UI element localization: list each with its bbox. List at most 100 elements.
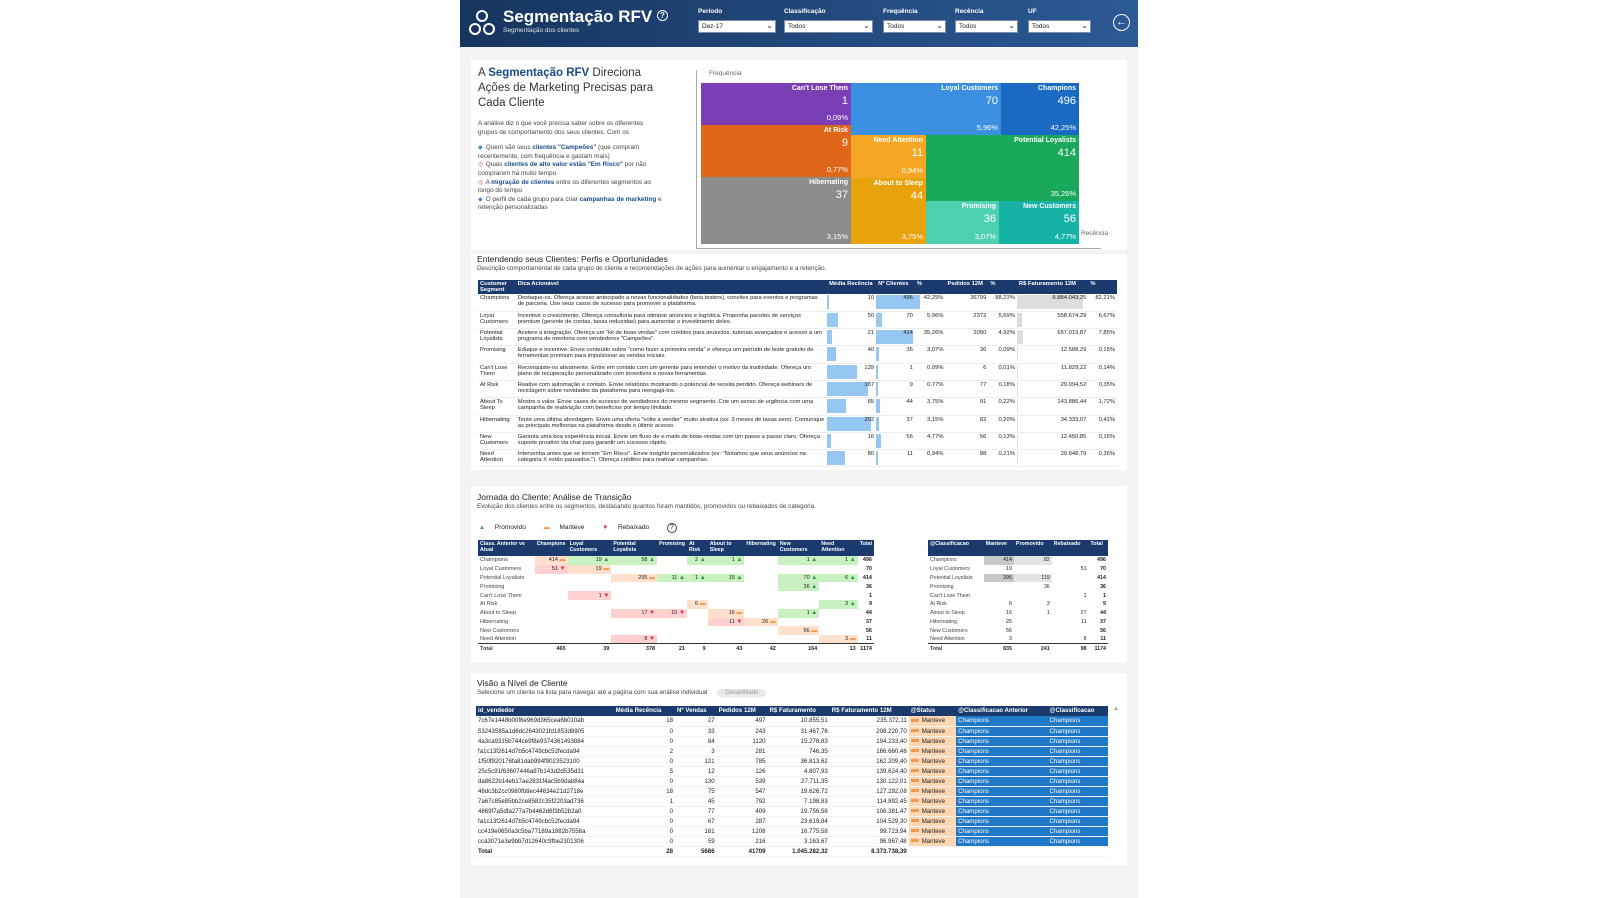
back-arrow-icon[interactable]: ← — [1113, 14, 1130, 31]
column-header[interactable]: Customer Segment — [478, 280, 516, 294]
frequencia-select[interactable]: Todos ⌄ — [883, 20, 946, 33]
classificacao-select[interactable]: Todos ⌄ — [784, 20, 873, 33]
column-header[interactable]: At Risk — [686, 540, 708, 556]
column-header[interactable]: Total — [1088, 540, 1108, 556]
client-row[interactable]: 25c5c91f63607446a97b143d2d535d31 5 12 126 4.… — [476, 766, 1108, 777]
table-row[interactable]: Need Attention Intervenha antes que se to… — [478, 449, 1117, 468]
column-header[interactable]: Nº Vendas — [675, 706, 717, 716]
desabilitado-button[interactable]: Desabilitado — [717, 689, 767, 697]
client-row[interactable]: cca3071e3e9bb7d12640c9fbe2301306 0 59 216 3.… — [476, 836, 1108, 847]
uf-select[interactable]: Todos ⌄ — [1028, 20, 1091, 33]
column-header[interactable]: R$ Faturamento 12M — [1016, 280, 1089, 294]
classification-row[interactable]: Champions 414 82 496 — [928, 556, 1108, 565]
classification-row[interactable]: Can't Lose Them 1 1 — [928, 591, 1108, 600]
client-row[interactable]: 4a3ca9315b744ce9f8e9374361493884 0 84 1120 1… — [476, 736, 1108, 747]
scroll-indicator-icon[interactable]: ▲ — [1113, 706, 1119, 712]
client-row[interactable]: 1f50f920176fa81dab994f9023523100 0 121 785 3… — [476, 756, 1108, 767]
column-header[interactable]: @Status — [908, 706, 957, 716]
matrix-row[interactable]: About to Sleep 17 ▼ 10 ▼ 16 ▬ 1 ▲ 44 — [478, 608, 874, 618]
client-row[interactable]: 4869f7a5dfa277a7b4462d6f3b52b2a0 0 77 409 19… — [476, 806, 1108, 817]
client-row[interactable]: 53243585a1d6dc2643021fd1853d8905 0 33 243 31… — [476, 726, 1108, 737]
column-header[interactable]: Manteve — [983, 540, 1014, 556]
column-header[interactable]: Pedidos 12M — [716, 706, 768, 716]
classification-row[interactable]: Loyal Customers 19 51 70 — [928, 565, 1108, 574]
column-header[interactable]: @Classificacao — [1047, 706, 1108, 716]
table-row[interactable]: Potential Loyalists Acelere a integração.… — [478, 328, 1117, 347]
column-header[interactable]: Promising — [657, 540, 687, 556]
classification-row[interactable]: Potential Loyalists 295 119 414 — [928, 573, 1108, 583]
treemap-cell[interactable]: Champions 496 42,25% — [1001, 83, 1079, 135]
column-header[interactable]: Média Recência — [827, 280, 877, 294]
treemap-cell[interactable]: Promising 36 3,07% — [926, 201, 999, 244]
table-row[interactable]: Promising Eduque e incentive. Envie conte… — [478, 345, 1117, 364]
classification-row[interactable]: Promising 36 36 — [928, 582, 1108, 591]
segment-count: 9 — [841, 137, 848, 149]
column-header[interactable]: Champions — [534, 540, 568, 556]
table-row[interactable]: Hibernating Tente uma última abordagem. E… — [478, 415, 1117, 433]
treemap-cell[interactable]: Loyal Customers 70 5,96% — [851, 83, 1001, 135]
client-row[interactable]: 46dc3b2cc0980fb8ec44634e21d2718e 18 75 547 1… — [476, 786, 1108, 797]
classification-row[interactable]: At Risk 6 3 9 — [928, 600, 1108, 609]
client-row[interactable]: 7a67c85e85bb2ce8582c35f2203ad736 1 45 792 7.… — [476, 796, 1108, 807]
column-header[interactable]: Rebaixado — [1051, 540, 1089, 556]
matrix-row[interactable]: Potential Loyalists 295 ▬ 11 ▲ 1 ▲ 15 ▲ 70 ▲ 6… — [478, 573, 874, 583]
column-header[interactable]: % — [988, 280, 1017, 294]
client-row[interactable]: fa1c13f2614d7b5c4749cbc52fecda94 0 67 287 23… — [476, 816, 1108, 827]
column-header[interactable]: id_vendedor — [476, 706, 614, 716]
column-header[interactable]: Total — [857, 540, 874, 556]
column-header[interactable]: % — [1088, 280, 1117, 294]
classification-row[interactable]: About to Sleep 16 1 27 44 — [928, 609, 1108, 618]
matrix-row[interactable]: Loyal Customers 51 ▼ 19 ▬ 70 — [478, 564, 874, 574]
column-header[interactable]: @Classificacao Anterior — [956, 706, 1048, 716]
column-header[interactable]: Pedidos 12M — [945, 280, 989, 294]
column-header[interactable]: About to Sleep — [707, 540, 745, 556]
column-header[interactable]: Promovido — [1013, 540, 1052, 556]
client-row[interactable]: fa1c13f2614d7b5c4749cbc52fecda94 2 3 281 746… — [476, 746, 1108, 757]
column-header[interactable]: Dica Acionável — [515, 280, 828, 294]
matrix-row[interactable]: Can't Lose Them 1 ▼ 1 — [478, 591, 874, 600]
classification-row[interactable]: New Customers 56 56 — [928, 626, 1108, 635]
column-header[interactable]: R$ Faturamento 12M — [829, 706, 909, 716]
column-header[interactable]: Class. Anterior vs Atual — [478, 540, 535, 556]
treemap-cell[interactable]: Can't Lose Them 1 0,09% — [701, 83, 851, 125]
column-header[interactable]: Hibernating — [744, 540, 778, 556]
classification-row[interactable]: Hibernating 26 11 37 — [928, 618, 1108, 627]
header-bar: Segmentação RFV Segmentação dos clientes… — [460, 0, 1138, 47]
treemap-cell[interactable]: About to Sleep 44 3,75% — [851, 178, 926, 244]
column-header[interactable]: New Customers — [777, 540, 820, 556]
matrix-row[interactable]: Hibernating 11 ▼ 26 ▬ 37 — [478, 617, 874, 627]
recencia-select[interactable]: Todos ⌄ — [955, 20, 1018, 33]
column-header[interactable]: Potential Loyalists — [611, 540, 658, 556]
client-row[interactable]: cc419e0650a3c5ba77189a1882b7556a 0 181 1208… — [476, 826, 1108, 837]
column-header[interactable]: Need Attention — [819, 540, 858, 556]
client-row[interactable]: 7c67e1448b00f6e969d365cea6b010ab 18 27 497 1… — [476, 716, 1108, 727]
column-header[interactable]: Loyal Customers — [567, 540, 612, 556]
client-row[interactable]: da8622b14eb17ae2831f4ac5b9dab84a 0 130 539 2… — [476, 776, 1108, 787]
help-icon[interactable]: ? — [666, 523, 677, 533]
column-header[interactable]: Média Recência — [613, 706, 676, 716]
periodo-select[interactable]: Dez-17 ⌄ — [698, 20, 776, 33]
table-row[interactable]: Champions Destaque-os. Ofereça acesso ant… — [478, 294, 1117, 312]
table-row[interactable]: New Customers Garanta uma boa experiência… — [478, 432, 1117, 451]
table-row[interactable]: At Risk Reative com automação e contato. … — [478, 380, 1117, 399]
treemap-cell[interactable]: Hibernating 37 3,15% — [701, 177, 851, 244]
treemap-cell[interactable]: Potential Loyalists 414 35,26% — [926, 135, 1079, 201]
matrix-row[interactable]: Champions 414 ▬ 19 ▲ 58 ▲ 2 ▲ 1 ▲ 1 ▲ 1 ▲ 496 — [478, 556, 874, 565]
matrix-row[interactable]: Need Attention 8 ▼ 3 ▬ 11 — [478, 635, 874, 644]
column-header[interactable]: % — [914, 280, 946, 294]
column-header[interactable]: R$ Faturamento — [767, 706, 830, 716]
help-icon[interactable]: ? — [657, 10, 668, 21]
column-header[interactable]: Nº Clientes — [876, 280, 915, 294]
table-row[interactable]: About To Sleep Mostre o valor. Envie case… — [478, 397, 1117, 416]
table-row[interactable]: Can't Lose Them Reconquiste-os ativamente… — [478, 363, 1117, 381]
matrix-row[interactable]: New Customers 56 ▬ 56 — [478, 626, 874, 636]
triangle-up-icon: ▲ — [809, 583, 818, 590]
table-row[interactable]: Loyal Customers Incentive o crescimento. … — [478, 311, 1117, 330]
treemap-cell[interactable]: Need Attention 11 0,94% — [851, 135, 926, 178]
matrix-row[interactable]: At Risk 6 ▬ 3 ▲ 9 — [478, 599, 874, 609]
classification-row[interactable]: Need Attention 3 8 11 — [928, 635, 1108, 644]
treemap-cell[interactable]: At Risk 9 0,77% — [701, 125, 851, 177]
matrix-row[interactable]: Promising 36 ▲ 36 — [478, 582, 874, 592]
treemap-cell[interactable]: New Customers 56 4,77% — [999, 201, 1079, 244]
column-header[interactable]: @Classificacao — [928, 540, 984, 556]
